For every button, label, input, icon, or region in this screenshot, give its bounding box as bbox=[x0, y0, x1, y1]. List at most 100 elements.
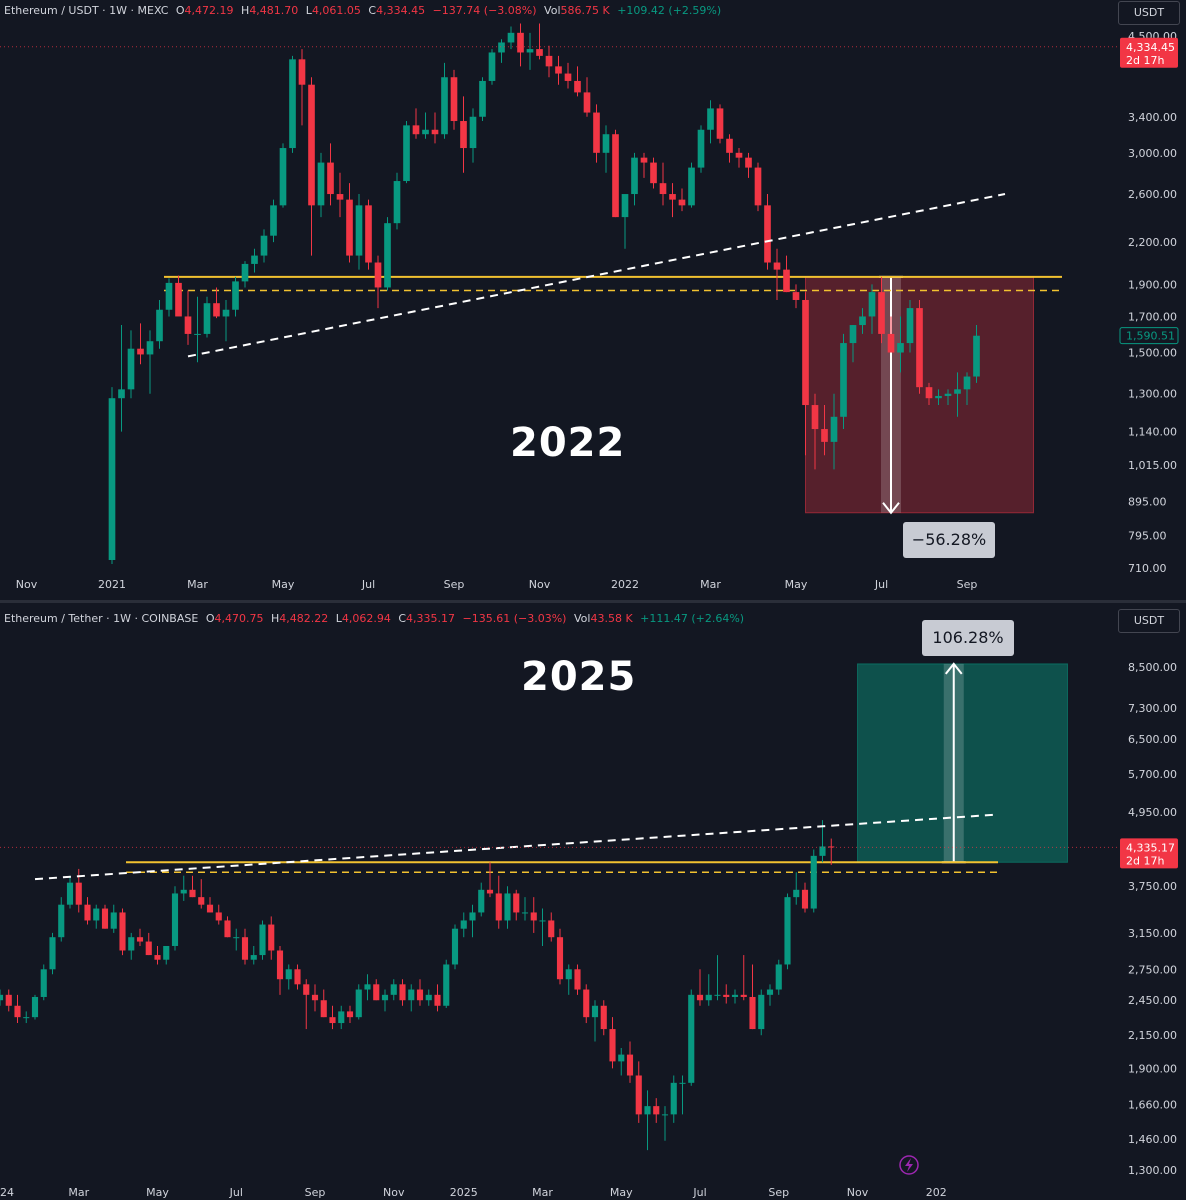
panel2-candle bbox=[198, 879, 205, 909]
panel2-candle-body bbox=[84, 904, 91, 921]
panel2-candle bbox=[311, 984, 319, 1012]
panel2-candle bbox=[583, 984, 590, 1024]
panel2-x-tick-label: Sep bbox=[768, 1186, 789, 1199]
panel2-candle bbox=[163, 945, 170, 965]
panel2-candle bbox=[0, 989, 4, 1006]
panel1-candle bbox=[146, 330, 154, 394]
panel1-price-tag-value: 4,334.45 bbox=[1126, 41, 1175, 54]
panel1-candle bbox=[298, 49, 306, 126]
panel1-candle bbox=[108, 387, 116, 564]
panel1-candle-body bbox=[194, 333, 201, 335]
panel1-x-tick-label: Mar bbox=[700, 578, 721, 591]
panel2-candle-body bbox=[661, 1114, 669, 1116]
panel2-candle bbox=[241, 928, 249, 965]
panel1-candle bbox=[213, 287, 220, 319]
panel1-candle bbox=[308, 77, 315, 256]
panel1-candle bbox=[726, 134, 733, 163]
panel1-candle bbox=[441, 62, 448, 139]
panel1-candle-body bbox=[802, 299, 809, 406]
panel1-candle-body bbox=[203, 303, 211, 334]
panel2-x-tick-label: Nov bbox=[847, 1186, 869, 1199]
panel1-candle-body bbox=[811, 405, 819, 430]
panel1-candle-body bbox=[431, 129, 439, 135]
panel1-candle-body bbox=[916, 308, 923, 388]
panel1-candle-body bbox=[507, 32, 515, 43]
panel1-candle-body bbox=[678, 199, 686, 206]
panel2-candle-body bbox=[679, 1082, 686, 1084]
panel1-candle-body bbox=[488, 52, 496, 81]
panel2-trendline bbox=[34, 813, 998, 881]
panel1-candle-body bbox=[498, 42, 505, 53]
panel2-candle-body bbox=[758, 994, 765, 1030]
panel1-close-label: C bbox=[368, 4, 377, 17]
panel1-candle-body bbox=[745, 157, 752, 168]
panel2-candle bbox=[626, 1041, 634, 1083]
panel1-candle-body bbox=[555, 66, 562, 74]
panel1-candle-body bbox=[422, 129, 429, 135]
panel1-candle-body bbox=[279, 148, 287, 206]
panel2-y-tick-label: 5,700.00 bbox=[1128, 768, 1177, 781]
panel1-candle bbox=[697, 125, 705, 173]
panel1-candle bbox=[830, 393, 838, 470]
panel2-candle-body bbox=[600, 1005, 607, 1030]
panel-divider bbox=[0, 600, 1186, 603]
panel1-currency-button[interactable]: USDT bbox=[1118, 1, 1180, 25]
panel2-candle bbox=[373, 979, 380, 1001]
panel1-candle bbox=[574, 66, 581, 97]
panel2-candle-body bbox=[618, 1054, 625, 1062]
panel1-candle-body bbox=[545, 55, 553, 67]
panel2-candle-body bbox=[303, 984, 310, 995]
panel2-candle bbox=[58, 897, 65, 942]
panel1-x-tick-label: Nov bbox=[16, 578, 38, 591]
panel1-candle-body bbox=[659, 183, 667, 195]
panel2-symbol[interactable]: Ethereum / Tether · 1W · COINBASE bbox=[4, 612, 199, 625]
panel1-candle-body bbox=[241, 263, 249, 282]
panel2-candle bbox=[285, 964, 292, 990]
panel2-candle-body bbox=[110, 912, 117, 929]
panel1-y-tick-label: 1,700.00 bbox=[1128, 310, 1177, 323]
panel1-candle bbox=[821, 405, 828, 456]
panel1-candle bbox=[232, 276, 239, 317]
panel1-candle bbox=[403, 121, 410, 184]
panel1-candle bbox=[783, 255, 790, 293]
panel1-candle-body bbox=[355, 205, 363, 256]
panel1-y-tick-label: 895.00 bbox=[1128, 495, 1167, 508]
panel1-candle-body bbox=[289, 59, 296, 149]
panel2-candle-body bbox=[31, 996, 39, 1018]
panel1-candle bbox=[868, 284, 876, 334]
lightning-icon-bolt bbox=[905, 1158, 913, 1172]
panel1-candle bbox=[469, 108, 477, 163]
panel2-candle bbox=[784, 893, 791, 970]
panel1-candle-body bbox=[564, 73, 572, 81]
panel2-currency-button[interactable]: USDT bbox=[1118, 609, 1180, 633]
panel2-candle bbox=[206, 897, 214, 913]
panel1-symbol[interactable]: Ethereum / USDT · 1W · MEXC bbox=[4, 4, 169, 17]
panel1-candle bbox=[944, 389, 952, 406]
panel2-candle-body bbox=[381, 994, 389, 1001]
panel2-candle-body bbox=[215, 912, 222, 921]
panel1-header: Ethereum / USDT · 1W · MEXC O4,472.19 H4… bbox=[4, 4, 721, 17]
panel2-x-tick-label: May bbox=[146, 1186, 169, 1199]
panel1-volume-change: +109.42 (+2.59%) bbox=[617, 4, 722, 17]
panel2-candle bbox=[758, 989, 765, 1036]
panel2-candle-body bbox=[539, 920, 546, 922]
panel2-candle-body bbox=[66, 882, 74, 905]
panel2-candle-body bbox=[276, 950, 284, 980]
panel2-candle bbox=[40, 964, 47, 1001]
panel1-close: 4,334.45 bbox=[376, 4, 426, 17]
panel2-candle-body bbox=[784, 897, 791, 965]
panel1-candle bbox=[773, 248, 781, 300]
panel1-candle bbox=[859, 308, 866, 334]
panel1-candle-body bbox=[156, 309, 163, 342]
panel2-candle-body bbox=[451, 928, 459, 965]
panel1-candle-body bbox=[878, 292, 885, 334]
panel2-vol-label: Vol bbox=[573, 612, 591, 625]
panel1-candle bbox=[175, 275, 182, 317]
panel2-candle-body bbox=[119, 912, 126, 951]
panel2-y-tick-label: 1,660.00 bbox=[1128, 1099, 1177, 1112]
panel1-price-tag-outlined-value: 1,590.51 bbox=[1126, 330, 1175, 343]
panel2-candle-body bbox=[154, 955, 161, 960]
panel2-candle-body bbox=[0, 994, 4, 1001]
panel2-candle-body bbox=[478, 889, 485, 913]
